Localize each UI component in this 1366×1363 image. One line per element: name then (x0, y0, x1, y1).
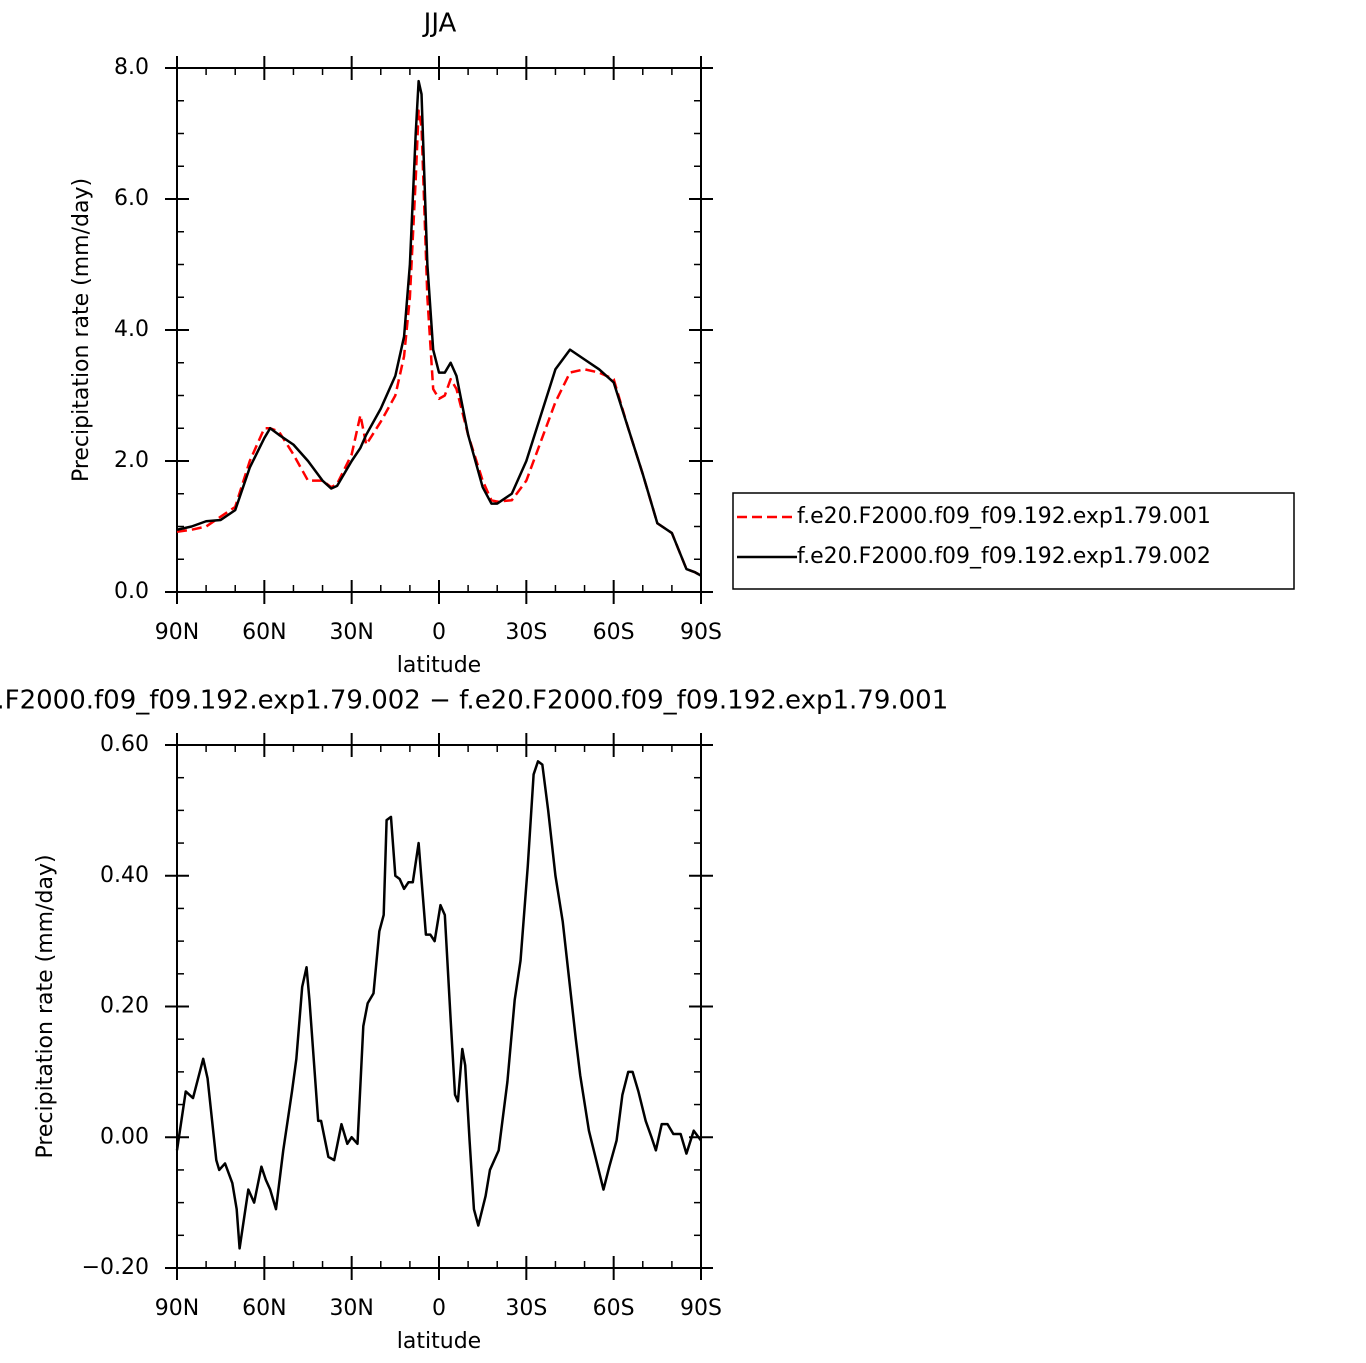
chart-title: f.e20.F2000.f09_f09.192.exp1.79.002 − f.… (0, 686, 948, 716)
x-axis-label: latitude (397, 653, 481, 678)
chart-title: JJA (422, 9, 457, 39)
y-axis-label: Precipitation rate (mm/day) (69, 178, 94, 482)
x-tick-label: 60S (593, 620, 635, 645)
x-axis-label: latitude (397, 1329, 481, 1354)
x-tick-label: 90N (155, 620, 199, 645)
y-tick-label: 8.0 (114, 55, 149, 80)
y-axis-label: Precipitation rate (mm/day) (33, 854, 58, 1158)
data-line (176, 109, 702, 577)
x-tick-label: 30N (329, 1296, 373, 1321)
x-tick-label: 30S (505, 1296, 547, 1321)
y-tick-label: 0.20 (100, 994, 149, 1019)
x-tick-label: 0 (432, 1296, 446, 1321)
x-tick-label: 60N (242, 620, 286, 645)
legend-box (732, 492, 1295, 590)
legend-label: f.e20.F2000.f09_f09.192.exp1.79.002 (797, 544, 1211, 569)
y-tick-label: −0.20 (82, 1255, 149, 1280)
data-line (176, 79, 702, 577)
plot-frame (176, 67, 702, 593)
x-tick-label: 60S (593, 1296, 635, 1321)
y-tick-label: 2.0 (114, 448, 149, 473)
y-tick-label: 0.00 (100, 1124, 149, 1149)
y-tick-label: 6.0 (114, 186, 149, 211)
y-tick-label: 0.60 (100, 732, 149, 757)
x-tick-label: 30N (329, 620, 373, 645)
y-tick-label: 0.40 (100, 863, 149, 888)
x-tick-label: 90N (155, 1296, 199, 1321)
x-tick-label: 90S (680, 1296, 722, 1321)
x-tick-label: 0 (432, 620, 446, 645)
x-tick-label: 90S (680, 620, 722, 645)
x-tick-label: 60N (242, 1296, 286, 1321)
y-tick-label: 0.0 (114, 579, 149, 604)
legend-label: f.e20.F2000.f09_f09.192.exp1.79.001 (797, 504, 1211, 529)
data-line (175, 760, 703, 1250)
x-tick-label: 30S (505, 620, 547, 645)
y-tick-label: 4.0 (114, 317, 149, 342)
